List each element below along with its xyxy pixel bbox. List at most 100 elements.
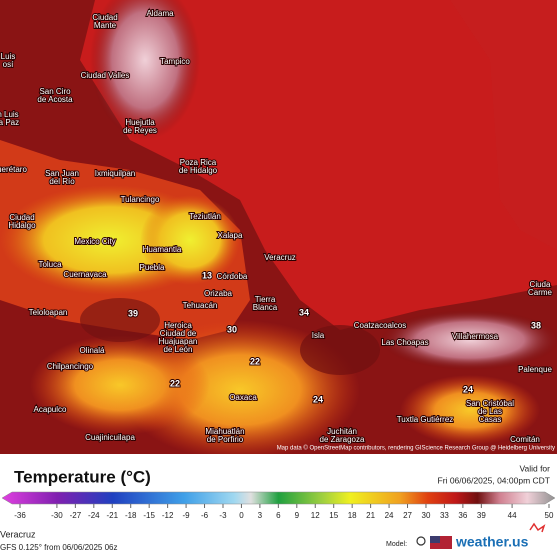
- city-label: Mexico City: [74, 237, 115, 246]
- city-label: osí: [3, 60, 14, 69]
- city-label: Palenque: [518, 365, 552, 374]
- contour-label: 24: [463, 384, 473, 394]
- city-label: San Ciro: [39, 87, 71, 96]
- tick-label: -27: [70, 511, 82, 520]
- city-label: Hidalgo: [8, 221, 36, 230]
- city-label: Ciudad Valles: [81, 71, 130, 80]
- city-label: de Porfirio: [207, 435, 244, 444]
- flag-canton: [430, 536, 440, 543]
- tick-label: -12: [162, 511, 174, 520]
- city-label: Comitán: [510, 435, 540, 444]
- city-label: Ciudad: [92, 13, 117, 22]
- map: [0, 0, 557, 460]
- city-label: San Cristóbal: [466, 399, 514, 408]
- city-label: Huejutla: [125, 118, 155, 127]
- tick-label: -6: [201, 511, 209, 520]
- brand-icon: [529, 522, 546, 533]
- legend-title: Temperature (°C): [14, 467, 151, 486]
- city-label: Cuajinicuilapa: [85, 433, 135, 442]
- tick-label: 27: [403, 511, 412, 520]
- contour-label: 13: [202, 270, 212, 280]
- city-label: de León: [164, 345, 193, 354]
- model-label: Model:: [386, 541, 407, 548]
- colorbar-ticks: -36 -30 -27 -24 -21 -18 -15 -12 -9 -6 -3 0 3 6 9 12 15 18…: [14, 504, 554, 520]
- tick-label: -24: [88, 511, 100, 520]
- tick-label: -3: [219, 511, 227, 520]
- tick-label: 50: [545, 511, 554, 520]
- city-label: Juchitán: [327, 427, 357, 436]
- model-run: GFS 0.125° from 06/06/2025 06z: [0, 543, 118, 552]
- city-label: Poza Rica: [180, 158, 217, 167]
- contour-label: 24: [313, 394, 323, 404]
- tick-label: 39: [477, 511, 486, 520]
- contour-label: 30: [227, 324, 237, 334]
- tick-label: 44: [508, 511, 517, 520]
- city-label: de Acosta: [37, 95, 73, 104]
- tick-label: -21: [106, 511, 118, 520]
- valid-time: Fri 06/06/2025, 04:00pm CDT: [438, 475, 550, 485]
- city-label: Toluca: [38, 260, 62, 269]
- tick-label: 9: [295, 511, 300, 520]
- city-label: Ciudad de: [160, 329, 197, 338]
- tick-label: 30: [422, 511, 431, 520]
- city-label: Acapulco: [34, 405, 67, 414]
- city-label: Luis: [1, 52, 16, 61]
- city-label: Oaxaca: [229, 393, 257, 402]
- city-label: Carme: [528, 288, 553, 297]
- city-label: Ciuda: [530, 280, 551, 289]
- city-label: la Paz: [0, 118, 19, 127]
- city-label: Coatzacoalcos: [354, 321, 406, 330]
- city-label: Olinalá: [80, 346, 105, 355]
- attribution: Map data © OpenStreetMap contributors, r…: [277, 445, 555, 452]
- city-label: de Zaragoza: [320, 435, 365, 444]
- contour-label: 22: [250, 356, 260, 366]
- city-label: Chilpancingo: [47, 362, 94, 371]
- tick-label: -9: [183, 511, 191, 520]
- contour-label: 38: [531, 320, 541, 330]
- city-label: Huamantla: [143, 245, 182, 254]
- tick-label: 15: [329, 511, 338, 520]
- contour-label: 22: [170, 378, 180, 388]
- region: Veracruz: [0, 529, 36, 539]
- tick-label: 24: [385, 511, 394, 520]
- city-label: Mante: [94, 21, 117, 30]
- brand[interactable]: weather.us: [455, 534, 529, 550]
- city-label: Córdoba: [217, 272, 248, 281]
- city-label: Aldama: [146, 9, 174, 18]
- city-label: San Juan: [45, 169, 79, 178]
- city-label: Tulancingo: [121, 195, 160, 204]
- search-icon: [416, 536, 426, 546]
- city-label: de Reyes: [123, 126, 157, 135]
- tick-label: -30: [51, 511, 63, 520]
- city-label: Blanca: [253, 303, 278, 312]
- city-label: Veracruz: [264, 253, 296, 262]
- city-label: Las Choapas: [381, 338, 428, 347]
- city-label: Cuernavaca: [63, 270, 107, 279]
- tick-label: 21: [366, 511, 375, 520]
- city-label: Villahermosa: [452, 332, 499, 341]
- city-label: Tampico: [160, 57, 190, 66]
- tick-label: -18: [125, 511, 137, 520]
- city-label: Tierra: [255, 295, 276, 304]
- colorbar: [1, 491, 556, 505]
- contour-label: 34: [299, 307, 309, 317]
- tick-label: 3: [258, 511, 263, 520]
- city-label: Orizaba: [204, 289, 233, 298]
- city-label: del Río: [49, 177, 75, 186]
- city-label: Huajuapan: [159, 337, 198, 346]
- city-label: Teziutlán: [189, 212, 221, 221]
- city-label: Tuxtla Gutiérrez: [397, 415, 454, 424]
- tick-label: 6: [276, 511, 281, 520]
- city-label: Teloloapan: [29, 308, 68, 317]
- tick-label: 33: [440, 511, 449, 520]
- city-label: Miahuatlán: [205, 427, 244, 436]
- tick-label: 0: [239, 511, 244, 520]
- tick-label: 18: [348, 511, 357, 520]
- city-label: Isla: [312, 331, 325, 340]
- city-label: de Hidalgo: [179, 166, 218, 175]
- tick-label: 36: [458, 511, 467, 520]
- city-label: Puebla: [140, 263, 165, 272]
